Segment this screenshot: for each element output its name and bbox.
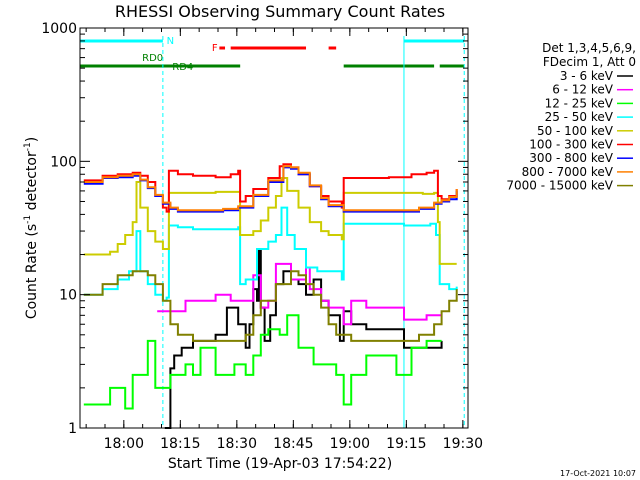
x-tick-label: 19:15 xyxy=(386,436,426,452)
legend-label: 7000 - 15000 keV xyxy=(506,179,613,193)
legend-header-line: Det 1,3,4,5,6,9, xyxy=(542,41,636,55)
observing-flags: N F RD0 RD4 xyxy=(80,36,465,73)
footer-date: 17-Oct-2021 10:07 xyxy=(560,469,636,478)
legend-label: 300 - 800 keV xyxy=(529,151,613,165)
y-tick-label: 1 xyxy=(68,421,77,437)
y-axis-label: Count Rate (s-1 detector-1) xyxy=(23,137,40,319)
y-axis-label-part: ) xyxy=(24,137,40,142)
x-tick-label: 18:00 xyxy=(104,436,144,452)
legend-label: 3 - 6 keV xyxy=(560,69,614,83)
flag-label: F xyxy=(212,43,218,54)
x-tick-label: 18:30 xyxy=(217,436,257,452)
series-line xyxy=(157,262,442,326)
legend-label: 800 - 7000 keV xyxy=(522,165,614,179)
axes: 18:00 18:15 18:30 18:45 19:00 19:15 19:30 1 10 10… xyxy=(41,21,483,452)
flag-label: RD4 xyxy=(172,62,193,73)
x-tick-label: 18:15 xyxy=(160,436,200,452)
series-line xyxy=(83,314,442,410)
flag-label: N xyxy=(167,36,174,47)
legend-label: 50 - 100 keV xyxy=(537,124,614,138)
legend-label: 100 - 300 keV xyxy=(529,138,613,152)
series-group xyxy=(83,163,458,429)
series-line xyxy=(83,165,458,212)
legend: Det 1,3,4,5,6,9, FDecim 1, Att 0 3 - 6 k… xyxy=(506,41,636,193)
x-tick-label: 19:30 xyxy=(443,436,483,452)
legend-header-line: FDecim 1, Att 0 xyxy=(543,55,636,69)
x-axis-label: Start Time (19-Apr-03 17:54:22) xyxy=(168,456,392,472)
time-markers xyxy=(162,36,465,428)
series-line xyxy=(83,270,458,342)
y-axis-label-part: Count Rate (s xyxy=(24,224,40,319)
y-axis-label-part: detector xyxy=(24,151,40,215)
series-line xyxy=(83,177,457,265)
plot-frame xyxy=(79,27,469,429)
y-tick-label: 10 xyxy=(59,288,77,304)
flag-label: RD0 xyxy=(142,53,163,64)
legend-label: 6 - 12 keV xyxy=(552,83,614,97)
chart-title: RHESSI Observing Summary Count Rates xyxy=(115,2,445,21)
legend-label: 25 - 50 keV xyxy=(545,110,614,124)
y-axis-label-exp: -1 xyxy=(23,215,33,224)
y-tick-label: 100 xyxy=(50,154,77,170)
y-axis-label-exp: -1 xyxy=(23,142,33,151)
y-tick-label: 1000 xyxy=(41,21,77,37)
x-tick-label: 18:45 xyxy=(273,436,313,452)
legend-label: 12 - 25 keV xyxy=(545,96,614,110)
x-tick-label: 19:00 xyxy=(330,436,370,452)
